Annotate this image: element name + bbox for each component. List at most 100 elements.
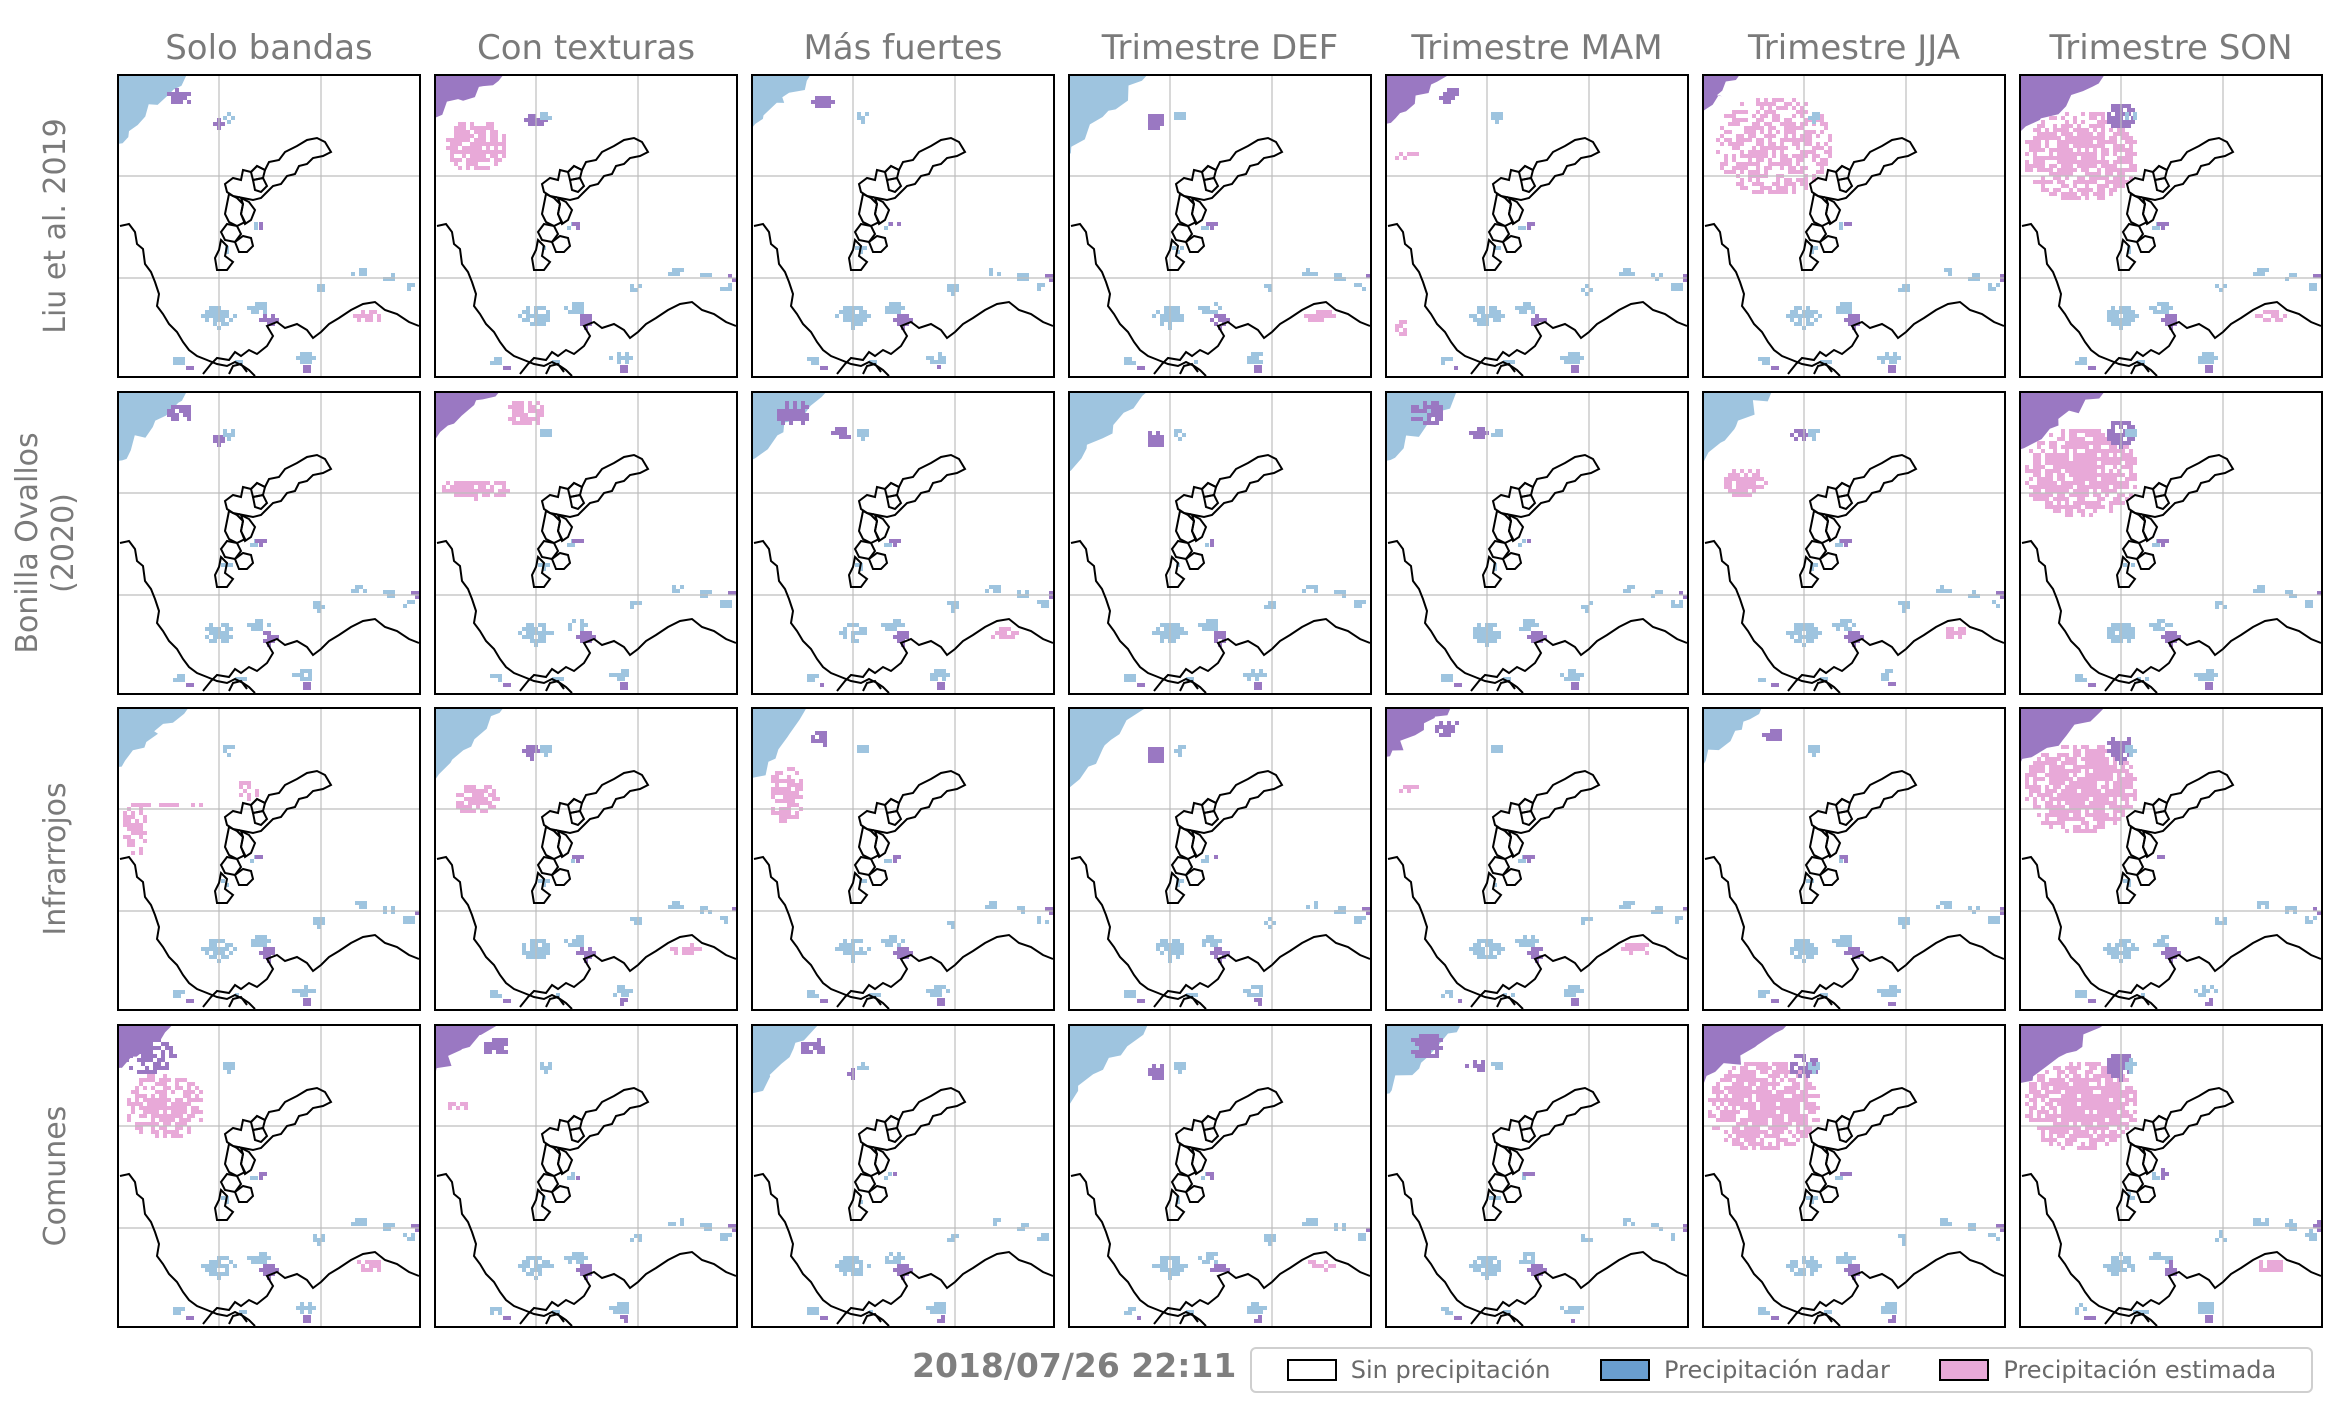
coastline [1387, 1172, 1524, 1327]
column-title: Trimestre DEF [1101, 28, 1339, 68]
precipitation-layer [1385, 1024, 1687, 1323]
coastline [519, 300, 737, 375]
coastline [1387, 222, 1524, 377]
panel-frame [1068, 707, 1372, 1011]
admin-border [1481, 554, 1503, 588]
coastline [1179, 362, 1199, 375]
coastline [753, 539, 890, 694]
precipitation-layer [117, 707, 419, 1006]
coastline [862, 362, 882, 375]
admin-border [239, 1146, 257, 1176]
coastline [436, 539, 573, 694]
coastline [2104, 1250, 2322, 1325]
precipitation-map [751, 391, 1055, 695]
coastline [436, 1172, 573, 1327]
admin-border [2115, 237, 2137, 271]
admin-border [1190, 513, 1208, 543]
panel-frame [2019, 391, 2323, 695]
admin-border [1507, 1146, 1525, 1176]
admin-border [867, 551, 889, 570]
admin-border [556, 829, 574, 859]
map-panel [2019, 74, 2323, 378]
admin-border [213, 1187, 235, 1221]
admin-border [1824, 829, 1842, 859]
admin-border [1174, 136, 1284, 202]
coastline [2021, 222, 2158, 377]
admin-border [857, 769, 967, 835]
admin-border [556, 196, 574, 226]
coastline [228, 1312, 248, 1325]
panel-frame [751, 707, 1055, 1011]
precipitation-map [117, 391, 421, 695]
coastline [2130, 362, 2150, 375]
row-label-line: Comunes [38, 1105, 73, 1247]
row-label: Infrarrojos [38, 707, 74, 1011]
admin-border [2125, 453, 2235, 519]
admin-border [1818, 551, 1840, 570]
admin-border [2141, 513, 2159, 543]
admin-border [213, 554, 235, 588]
panel-frame [1702, 1024, 2006, 1328]
coastline [436, 855, 573, 1010]
coastline [1813, 1312, 1833, 1325]
coastline [2104, 617, 2322, 692]
map-panel [1068, 707, 1372, 1011]
column-title: Trimestre JJA [1748, 28, 1960, 68]
admin-border [1818, 1184, 1840, 1203]
column-title: Más fuertes [803, 28, 1003, 68]
precipitation-layer [1385, 707, 1687, 1006]
precipitation-map [1385, 74, 1689, 378]
admin-border [2125, 825, 2149, 861]
admin-border [1507, 196, 1525, 226]
coastline [1153, 300, 1371, 375]
admin-border [883, 481, 901, 499]
admin-border [239, 829, 257, 859]
admin-border [1834, 481, 1852, 499]
admin-border [2125, 1086, 2235, 1152]
coastline [1179, 995, 1199, 1008]
admin-border [249, 797, 267, 815]
panel-frame [117, 707, 421, 1011]
row-label: Liu et al. 2019 [38, 74, 74, 378]
admin-border [223, 509, 247, 545]
coastline [1070, 1172, 1207, 1327]
admin-border [1824, 1146, 1842, 1176]
precipitation-map [751, 1024, 1055, 1328]
admin-border [867, 867, 889, 886]
admin-border [540, 1086, 650, 1152]
coastline [1787, 933, 2005, 1008]
admin-border [540, 825, 564, 861]
coastline [1787, 1250, 2005, 1325]
admin-border [223, 1086, 333, 1152]
admin-border [1517, 164, 1535, 182]
coastline [1153, 617, 1371, 692]
coastline [1496, 679, 1516, 692]
admin-border [1184, 551, 1206, 570]
precipitation-map [117, 74, 421, 378]
admin-border [223, 769, 333, 835]
coastline [1496, 1312, 1516, 1325]
precipitation-map [1702, 74, 2006, 378]
precipitation-map [117, 1024, 421, 1328]
coastline [2104, 933, 2322, 1008]
admin-border [1501, 1184, 1523, 1203]
admin-border [223, 825, 247, 861]
coastline [1496, 362, 1516, 375]
admin-border [1200, 797, 1218, 815]
coastline [753, 222, 890, 377]
admin-border [1798, 1187, 1820, 1221]
map-panel [1385, 1024, 1689, 1328]
admin-border [1808, 1086, 1918, 1152]
admin-border [2135, 1184, 2157, 1203]
panel-frame [1068, 74, 1372, 378]
panel-frame [2019, 1024, 2323, 1328]
map-panel [117, 1024, 421, 1328]
admin-border [2151, 481, 2169, 499]
admin-border [2125, 769, 2235, 835]
timestamp: 2018/07/26 22:11 [912, 1346, 1237, 1385]
legend-swatch-no-precipitation [1286, 1359, 1337, 1381]
legend-item-estimated-precipitation: Precipitación estimada [1939, 1356, 2276, 1384]
admin-border [1174, 825, 1198, 861]
coastline [545, 362, 565, 375]
admin-border [2135, 551, 2157, 570]
